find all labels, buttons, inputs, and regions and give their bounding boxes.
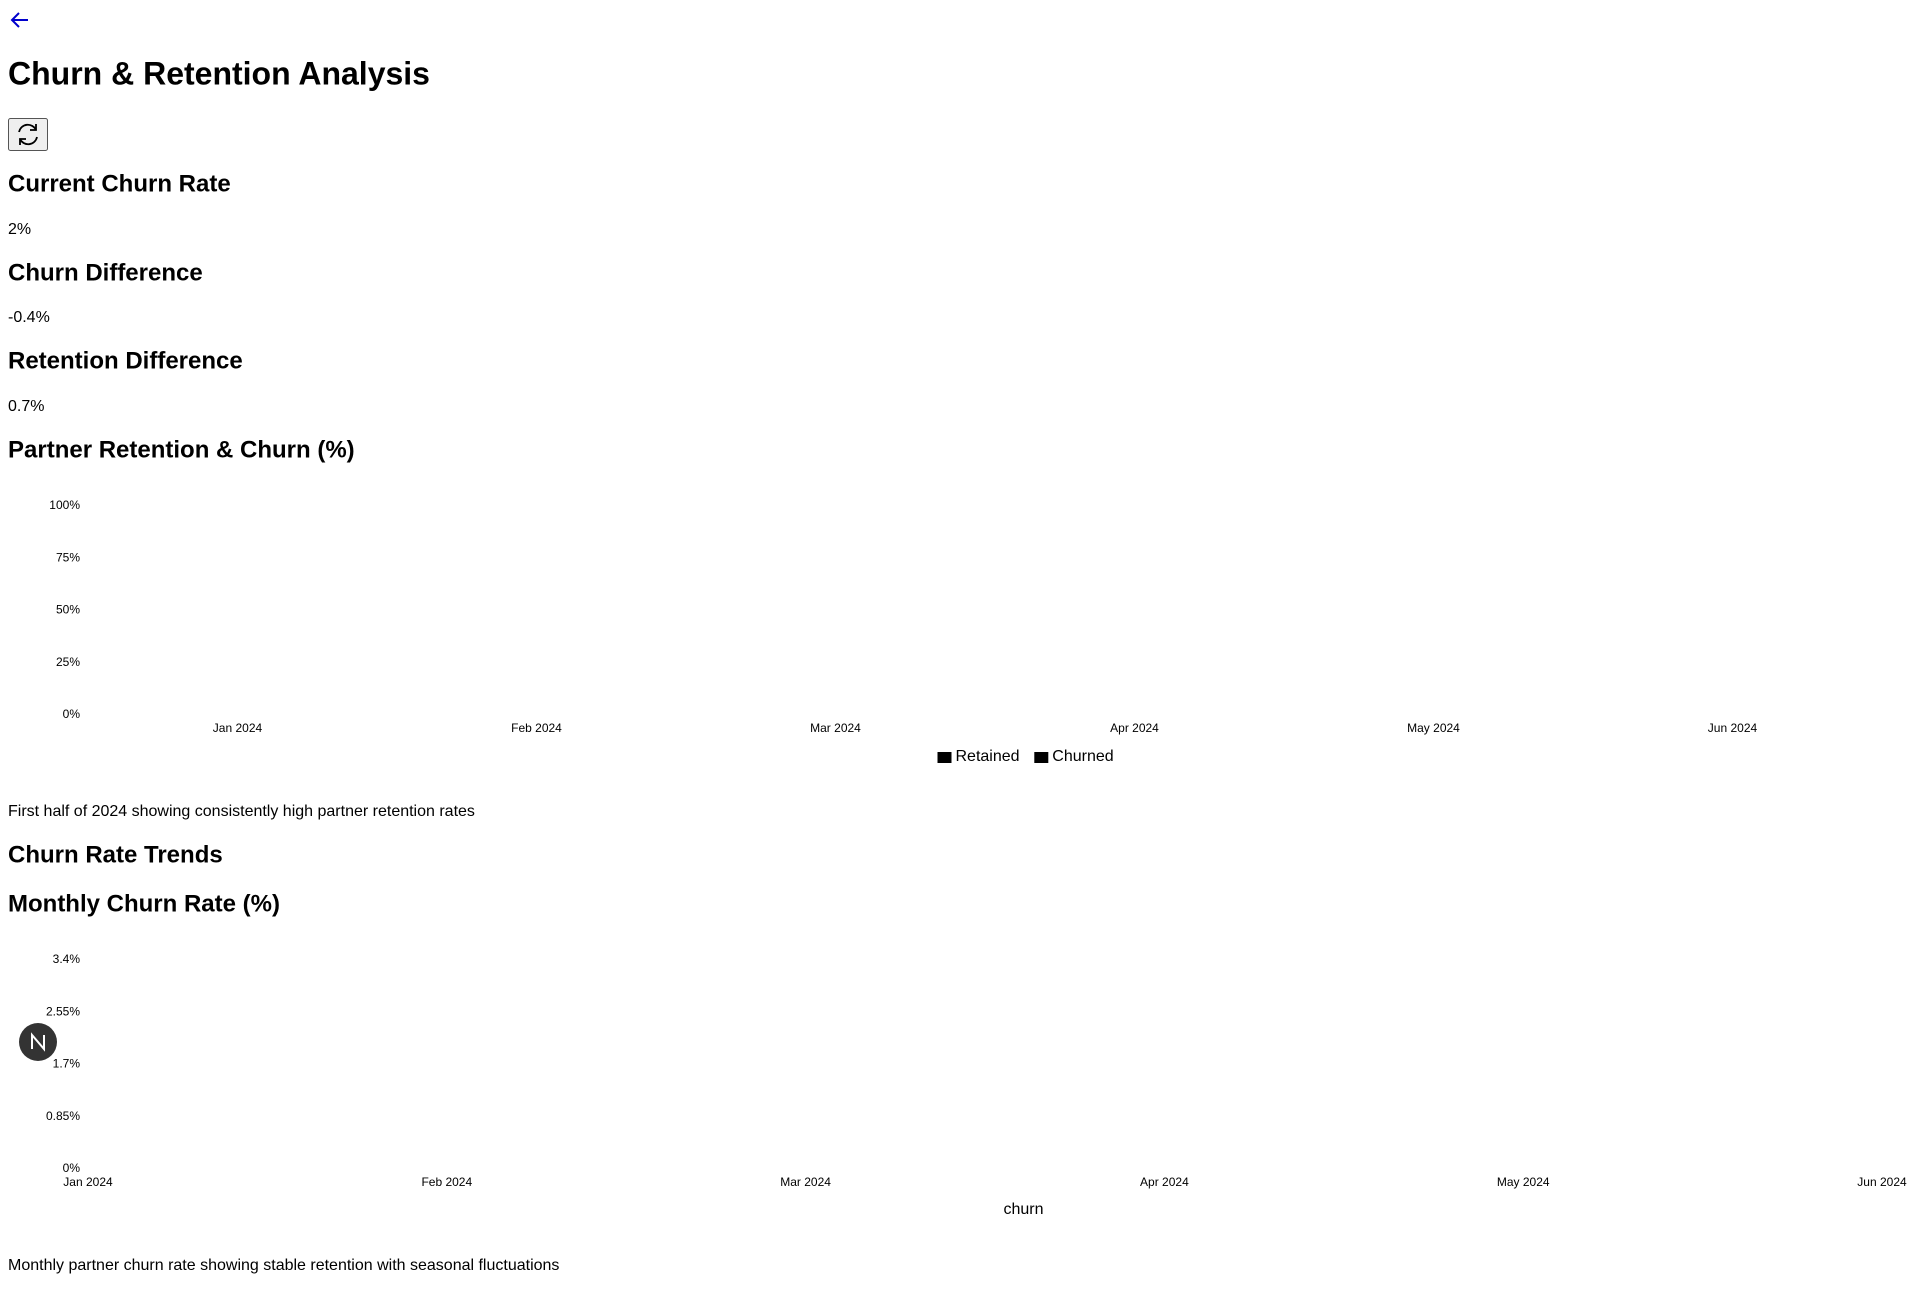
x-tick-label: Jun 2024 bbox=[1708, 721, 1758, 735]
chart-caption: Monthly partner churn rate showing stabl… bbox=[8, 1257, 559, 1274]
x-tick-label: Jan 2024 bbox=[63, 1175, 113, 1189]
chart-title: Monthly Churn Rate (%) bbox=[8, 890, 280, 917]
legend-label: Retained bbox=[956, 748, 1020, 765]
metric-value: -0.4% bbox=[8, 309, 50, 326]
back-button[interactable] bbox=[10, 12, 28, 28]
legend-swatch bbox=[1034, 752, 1049, 763]
x-tick-label: Feb 2024 bbox=[421, 1175, 472, 1189]
x-tick-label: Jun 2024 bbox=[1857, 1175, 1907, 1189]
metric-label: Churn Difference bbox=[8, 259, 203, 286]
y-tick-label: 0% bbox=[63, 707, 81, 721]
metric-value: 2% bbox=[8, 221, 31, 238]
x-tick-label: Mar 2024 bbox=[780, 1175, 831, 1189]
y-tick-label: 1.7% bbox=[53, 1057, 81, 1071]
y-tick-label: 100% bbox=[49, 498, 80, 512]
chart-title: Partner Retention & Churn (%) bbox=[8, 436, 355, 463]
chart-caption: First half of 2024 showing consistently … bbox=[8, 803, 475, 820]
refresh-button[interactable] bbox=[8, 118, 48, 151]
legend-label: churn bbox=[1004, 1201, 1044, 1218]
legend-swatch bbox=[937, 752, 952, 763]
section-title: Churn Rate Trends bbox=[8, 841, 223, 868]
y-tick-label: 75% bbox=[56, 550, 80, 564]
x-tick-label: May 2024 bbox=[1497, 1175, 1550, 1189]
x-tick-label: Apr 2024 bbox=[1140, 1175, 1189, 1189]
metric-label: Retention Difference bbox=[8, 347, 243, 374]
x-tick-label: Jan 2024 bbox=[213, 721, 263, 735]
y-tick-label: 50% bbox=[56, 603, 80, 617]
x-tick-label: Mar 2024 bbox=[810, 721, 861, 735]
metric-label: Current Churn Rate bbox=[8, 170, 231, 197]
y-tick-label: 0.85% bbox=[46, 1109, 80, 1123]
y-tick-label: 2.55% bbox=[46, 1004, 80, 1018]
y-tick-label: 25% bbox=[56, 655, 80, 669]
metric-value: 0.7% bbox=[8, 398, 44, 415]
y-tick-label: 0% bbox=[63, 1161, 81, 1175]
dev-badge[interactable] bbox=[19, 1023, 57, 1061]
legend-label: Churned bbox=[1052, 748, 1113, 765]
page-title: Churn & Retention Analysis bbox=[8, 55, 430, 91]
x-tick-label: May 2024 bbox=[1407, 721, 1460, 735]
y-tick-label: 3.4% bbox=[53, 952, 81, 966]
x-tick-label: Feb 2024 bbox=[511, 721, 562, 735]
x-tick-label: Apr 2024 bbox=[1110, 721, 1159, 735]
